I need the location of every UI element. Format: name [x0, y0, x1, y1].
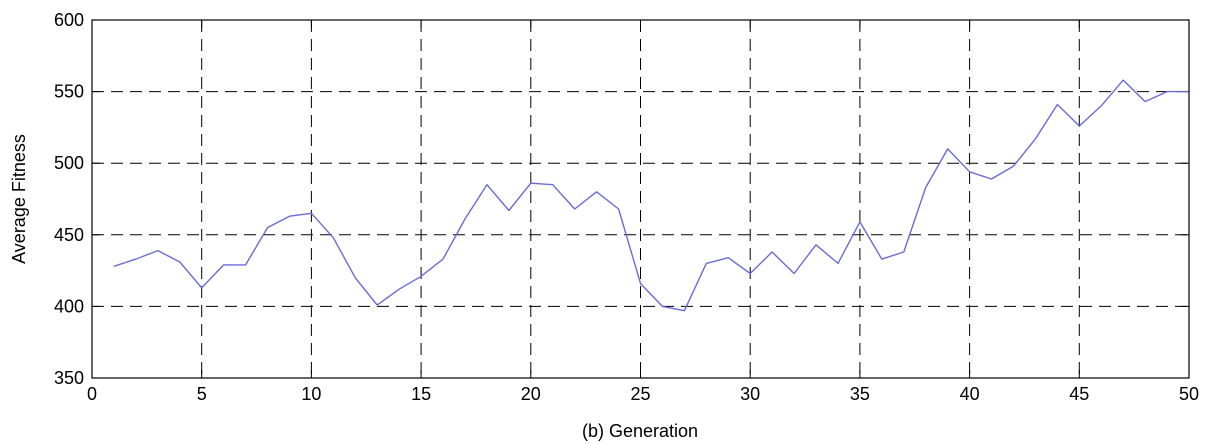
- x-tick-label: 10: [301, 384, 321, 404]
- x-tick-label: 35: [850, 384, 870, 404]
- y-tick-label: 350: [54, 368, 84, 388]
- series-line: [113, 79, 1189, 312]
- y-tick-label: 500: [54, 153, 84, 173]
- y-tick-label: 600: [54, 10, 84, 30]
- y-tick-label: 450: [54, 225, 84, 245]
- plot-frame: [91, 19, 1190, 379]
- y-axis-title: Average Fitness: [9, 134, 29, 264]
- x-axis-title: (b) Generation: [582, 421, 698, 441]
- x-tick-label: 25: [630, 384, 650, 404]
- x-tick-label: 0: [87, 384, 97, 404]
- y-tick-label: 550: [54, 82, 84, 102]
- grid-lines: [92, 20, 1189, 378]
- x-tick-label: 50: [1179, 384, 1199, 404]
- x-tick-label: 15: [411, 384, 431, 404]
- x-tick-label: 45: [1069, 384, 1089, 404]
- x-tick-label: 5: [197, 384, 207, 404]
- y-tick-label: 400: [54, 296, 84, 316]
- x-tick-label: 30: [740, 384, 760, 404]
- x-tick-label: 40: [960, 384, 980, 404]
- tick-labels: 0 5 10 15 20 25 30 35 40 45 50 350 400 450 500 550 600: [54, 10, 1199, 404]
- x-tick-label: 20: [521, 384, 541, 404]
- series-group: [113, 79, 1189, 312]
